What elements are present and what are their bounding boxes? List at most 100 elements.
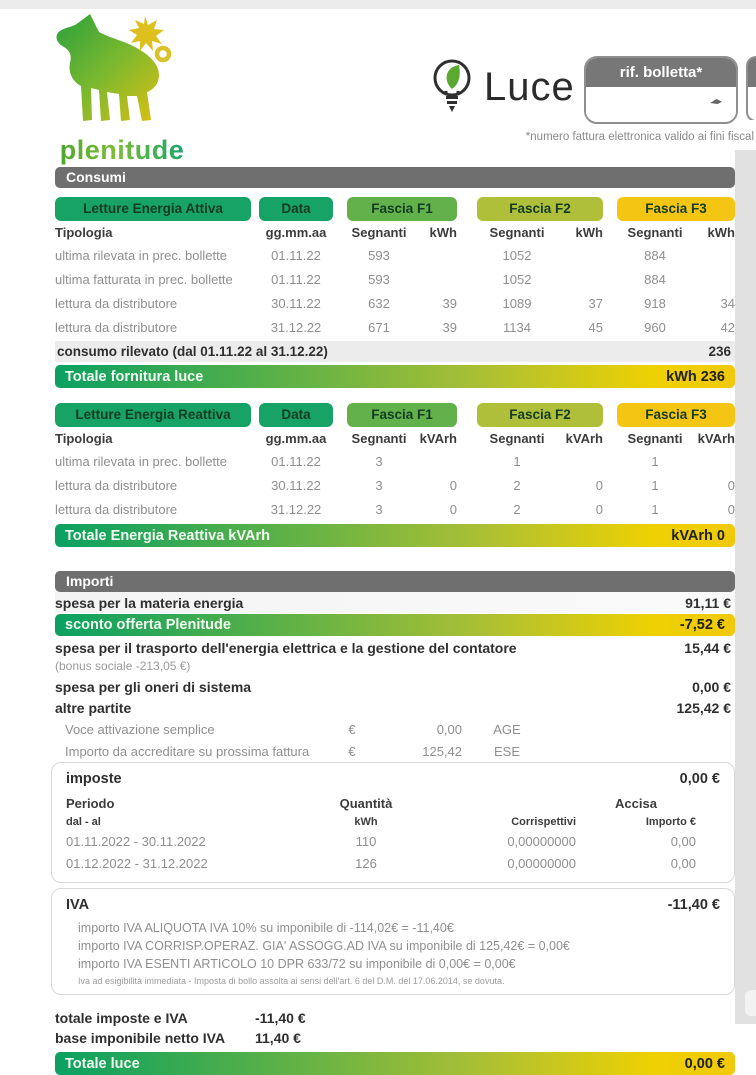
attiva-rows: ultima rilevata in prec. bollette 01.11.… [55, 243, 735, 339]
materia-energia-label: spesa per la materia energia [55, 594, 244, 611]
imposte-header2: dal - al kWh Corrispettivi Importo € [66, 813, 720, 830]
ref-bolletta-value-redacted [586, 87, 736, 122]
detail-label: Importo da accreditare su prossima fattu… [65, 743, 310, 759]
table-row: lettura da distributore 30.11.22 3 0 2 0… [55, 473, 735, 497]
row-f3-segnanti: 1 [651, 501, 659, 517]
imposte-title: imposte [66, 771, 122, 787]
row-f2-segnanti: 2 [513, 477, 521, 493]
iva-fineprint: Iva ad esigibilità immediata - Imposta d… [78, 976, 505, 987]
table-row: ultima fatturata in prec. bollette 01.11… [55, 267, 735, 291]
row-date: 31.12.22 [270, 319, 322, 335]
row-f1-segnanti: 593 [368, 247, 390, 263]
row-f3-value: 0 [727, 477, 735, 493]
scan-right-margin [735, 150, 756, 1024]
row-f3-segnanti: 1 [651, 453, 659, 469]
row-tipologia: lettura da distributore [55, 501, 178, 517]
cutoff-box [746, 56, 756, 120]
materia-energia-row: spesa per la materia energia 91,11 € [55, 592, 735, 613]
data-button: Data [259, 196, 333, 221]
oneri-sistema-row: spesa per gli oneri di sistema 0,00 € [55, 676, 735, 697]
row-importo: 0,00 [670, 855, 696, 871]
trasporto-row: spesa per il trasporto dell'energia elet… [55, 637, 735, 658]
row-f2-segnanti: 2 [513, 501, 521, 517]
detail-amount: 0,00 [436, 721, 462, 737]
col-unit: kWh [575, 224, 603, 240]
row-f2-value: 0 [595, 477, 603, 493]
row-f3-segnanti: 918 [644, 295, 666, 311]
table-row: lettura da distributore 30.11.22 632 39 … [55, 291, 735, 315]
letture-attiva-button: Letture Energia Attiva [55, 196, 251, 221]
row-f2-value: 0 [595, 501, 603, 517]
scan-top-strip [0, 0, 756, 9]
col-kwh: kWh [354, 815, 378, 828]
row-tipologia: ultima fatturata in prec. bollette [55, 271, 233, 287]
totale-reattiva-value: kVArh 0 [671, 527, 725, 544]
iva-detail-line: importo IVA ESENTI ARTICOLO 10 DPR 633/7… [78, 956, 516, 971]
base-imponibile-row: base imponibile netto IVA 11,40 € [55, 1028, 735, 1048]
detail-row: Importo da accreditare su prossima fattu… [55, 740, 735, 762]
col-quantita: Quantità [339, 795, 393, 811]
detail-label: Voce attivazione semplice [65, 721, 215, 737]
col-corrispettivi: Corrispettivi [511, 815, 576, 828]
brand-wordmark: plenitude [42, 135, 202, 166]
altre-partite-value: 125,42 € [676, 699, 732, 716]
attiva-header-buttons: Letture Energia Attiva Data Fascia F1 Fa… [55, 196, 735, 221]
row-f1-segnanti: 3 [375, 477, 383, 493]
totale-imposte-label: totale imposte e IVA [55, 1010, 188, 1027]
invoice-footnote: *numero fattura elettronica valido ai fi… [525, 131, 754, 143]
row-date: 30.11.22 [271, 477, 321, 493]
product-label: Luce [484, 64, 575, 109]
materia-energia-value: 91,11 € [685, 594, 731, 611]
fascia-f3-button: Fascia F3 [617, 196, 735, 221]
imposte-header1: Periodo Quantità Accisa [66, 793, 720, 813]
imposte-rows: 01.11.2022 - 30.11.2022 110 0,00000000 0… [66, 830, 720, 874]
row-f3-value: 42 [720, 319, 735, 335]
detail-currency: € [348, 743, 356, 759]
row-date: 01.11.22 [271, 453, 321, 469]
col-segnanti: Segnanti [489, 224, 545, 240]
sconto-offerta-value: -7,52 € [679, 617, 725, 633]
redaction-blob [586, 87, 711, 117]
totale-fornitura-label: Totale fornitura luce [65, 368, 204, 385]
col-unit: kVArh [697, 430, 735, 446]
row-periodo: 01.11.2022 - 30.11.2022 [66, 833, 206, 849]
table-row: lettura da distributore 31.12.22 3 0 2 0… [55, 497, 735, 521]
row-f1-value: 39 [442, 295, 457, 311]
col-unit: kVArh [565, 430, 603, 446]
row-date: 31.12.22 [270, 501, 322, 517]
col-date: gg.mm.aa [265, 224, 327, 240]
totale-fornitura-value: kWh 236 [666, 368, 725, 385]
totale-imposte-value: -11,40 € [255, 1010, 306, 1027]
row-f2-value: 45 [588, 319, 603, 335]
row-f3-segnanti: 960 [644, 319, 666, 335]
iva-detail-line: importo IVA CORRISP.OPERAZ. GIA' ASSOGG.… [78, 938, 570, 953]
row-f2-segnanti: 1089 [502, 295, 532, 311]
reattiva-subheader: Tipologia gg.mm.aa Segnanti kVArh Segnan… [55, 427, 735, 449]
col-periodo: Periodo [66, 795, 115, 811]
oneri-sistema-label: spesa per gli oneri di sistema [55, 678, 252, 695]
row-f1-segnanti: 671 [368, 319, 390, 335]
row-f1-segnanti: 632 [368, 295, 390, 311]
iva-detail-line: importo IVA ALIQUOTA IVA 10% su imponibi… [78, 921, 454, 935]
col-date: gg.mm.aa [265, 430, 327, 446]
table-row: ultima rilevata in prec. bollette 01.11.… [55, 243, 735, 267]
row-f1-segnanti: 3 [375, 453, 383, 469]
row-f2-segnanti: 1 [513, 453, 521, 469]
row-tipologia: lettura da distributore [55, 319, 178, 335]
row-tipologia: lettura da distributore [55, 295, 178, 311]
trasporto-label: spesa per il trasporto dell'energia elet… [55, 639, 517, 656]
cutoff-bottom-piece [745, 990, 756, 1016]
row-f3-segnanti: 884 [644, 271, 666, 287]
col-segnanti: Segnanti [351, 224, 407, 240]
row-date: 01.11.22 [271, 247, 321, 263]
detail-amount: 125,42 [422, 743, 462, 759]
attiva-subheader: Tipologia gg.mm.aa Segnanti kWh Segnanti… [55, 221, 735, 243]
row-f2-segnanti: 1052 [502, 271, 532, 287]
sconto-offerta-bar: sconto offerta Plenitude -7,52 € [55, 614, 735, 636]
row-date: 01.11.22 [271, 271, 321, 287]
row-date: 30.11.22 [271, 295, 321, 311]
col-tipologia: Tipologia [55, 430, 113, 446]
row-f1-value: 0 [449, 477, 457, 493]
fascia-f2-button: Fascia F2 [477, 402, 603, 427]
col-unit: kVArh [419, 430, 457, 446]
